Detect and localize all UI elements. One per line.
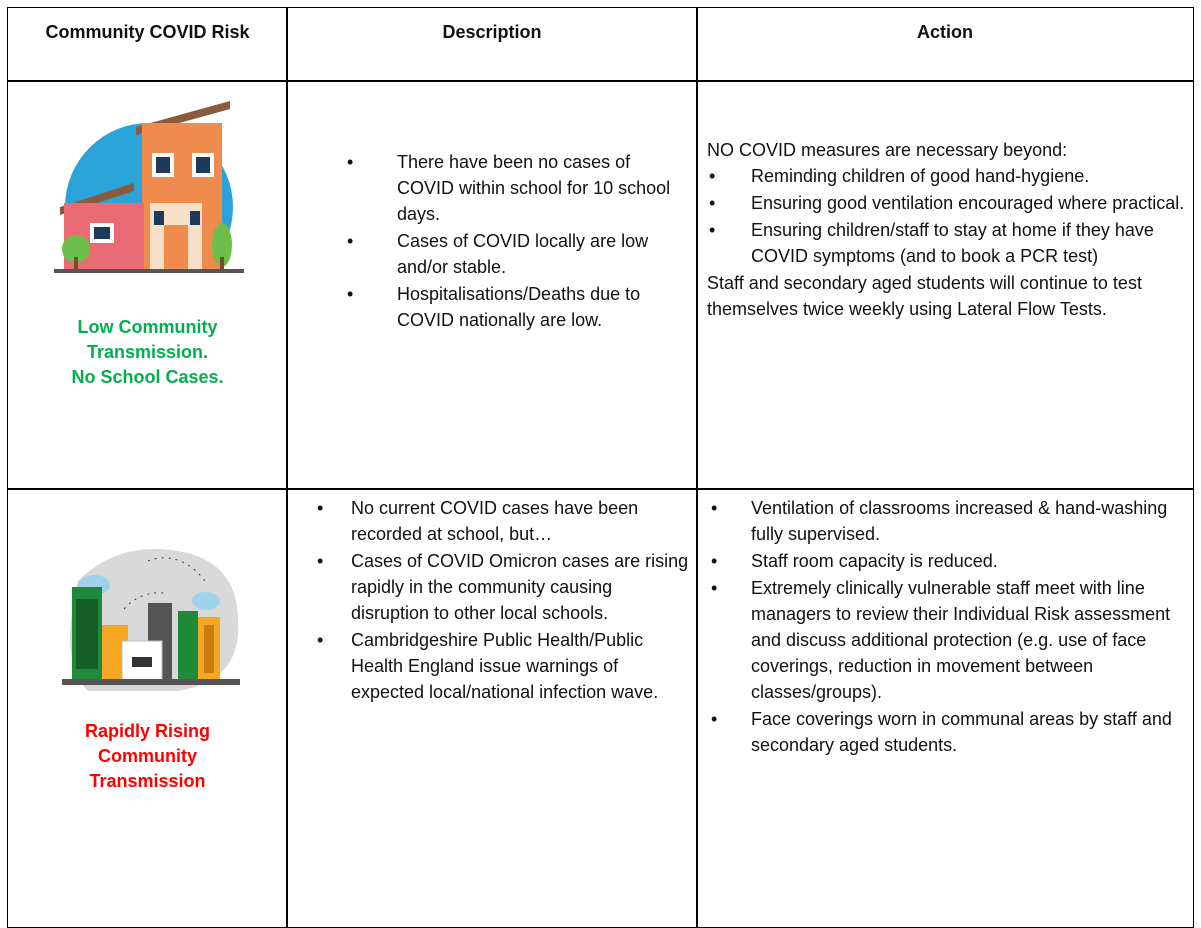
header-cell: Action xyxy=(696,7,1194,82)
action-cell: Ventilation of classrooms increased & ha… xyxy=(696,488,1194,928)
bullet-item: Face coverings worn in communal areas by… xyxy=(711,706,1187,758)
header-text: Community COVID Risk xyxy=(45,22,250,42)
bullet-item: Hospitalisations/Deaths due to COVID nat… xyxy=(347,281,687,333)
header-cell: Description xyxy=(286,7,698,82)
action-list: Ventilation of classrooms increased & ha… xyxy=(711,495,1187,759)
header-cell: Community COVID Risk xyxy=(7,7,288,82)
bullet-item: Cases of COVID locally are low and/or st… xyxy=(347,228,687,280)
risk-cell: Rapidly Rising Community Transmission xyxy=(7,488,288,928)
risk-label-line: No School Cases. xyxy=(71,367,224,387)
action-intro: NO COVID measures are necessary beyond: xyxy=(707,140,1068,160)
risk-label-line: Low Community xyxy=(77,317,218,337)
risk-label: Low Community Transmission. No School Case… xyxy=(8,315,287,390)
risk-label-line: Rapidly Rising xyxy=(84,721,210,741)
description-list: There have been no cases of COVID within… xyxy=(347,149,687,334)
bullet-item: Reminding children of good hand-hygiene. xyxy=(707,163,1187,189)
action-list: Reminding children of good hand-hygiene.… xyxy=(707,163,1187,269)
action-cell: NO COVID measures are necessary beyond: … xyxy=(696,80,1194,490)
action-block: NO COVID measures are necessary beyond: … xyxy=(707,137,1187,322)
bullet-item: Cambridgeshire Public Health/Public Heal… xyxy=(317,627,691,705)
description-list: No current COVID cases have been recorde… xyxy=(317,495,691,706)
risk-cell: Low Community Transmission. No School Case… xyxy=(7,80,288,490)
bullet-item: Ventilation of classrooms increased & ha… xyxy=(711,495,1187,547)
risk-label-line: Transmission. xyxy=(86,342,209,362)
bullet-item: No current COVID cases have been recorde… xyxy=(317,495,691,547)
risk-label-line: Community xyxy=(98,746,197,766)
risk-label: Rapidly Rising Community Transmission xyxy=(8,719,287,794)
risk-label-line: Transmission xyxy=(89,771,206,791)
bullet-item: Ensuring good ventilation encouraged whe… xyxy=(707,190,1187,216)
action-outro: Staff and secondary aged students will c… xyxy=(707,273,1142,319)
bullet-item: Cases of COVID Omicron cases are rising … xyxy=(317,548,691,626)
bullet-item: There have been no cases of COVID within… xyxy=(347,149,687,227)
bullet-item: Staff room capacity is reduced. xyxy=(711,548,1187,574)
description-cell: There have been no cases of COVID within… xyxy=(286,80,698,490)
header-text: Description xyxy=(442,22,542,42)
bullet-item: Ensuring children/staff to stay at home … xyxy=(707,217,1187,269)
house-icon xyxy=(54,101,244,293)
description-cell: No current COVID cases have been recorde… xyxy=(286,488,698,928)
bullet-item: Extremely clinically vulnerable staff me… xyxy=(711,575,1187,705)
city-icon xyxy=(62,549,240,691)
header-text: Action xyxy=(917,22,973,42)
